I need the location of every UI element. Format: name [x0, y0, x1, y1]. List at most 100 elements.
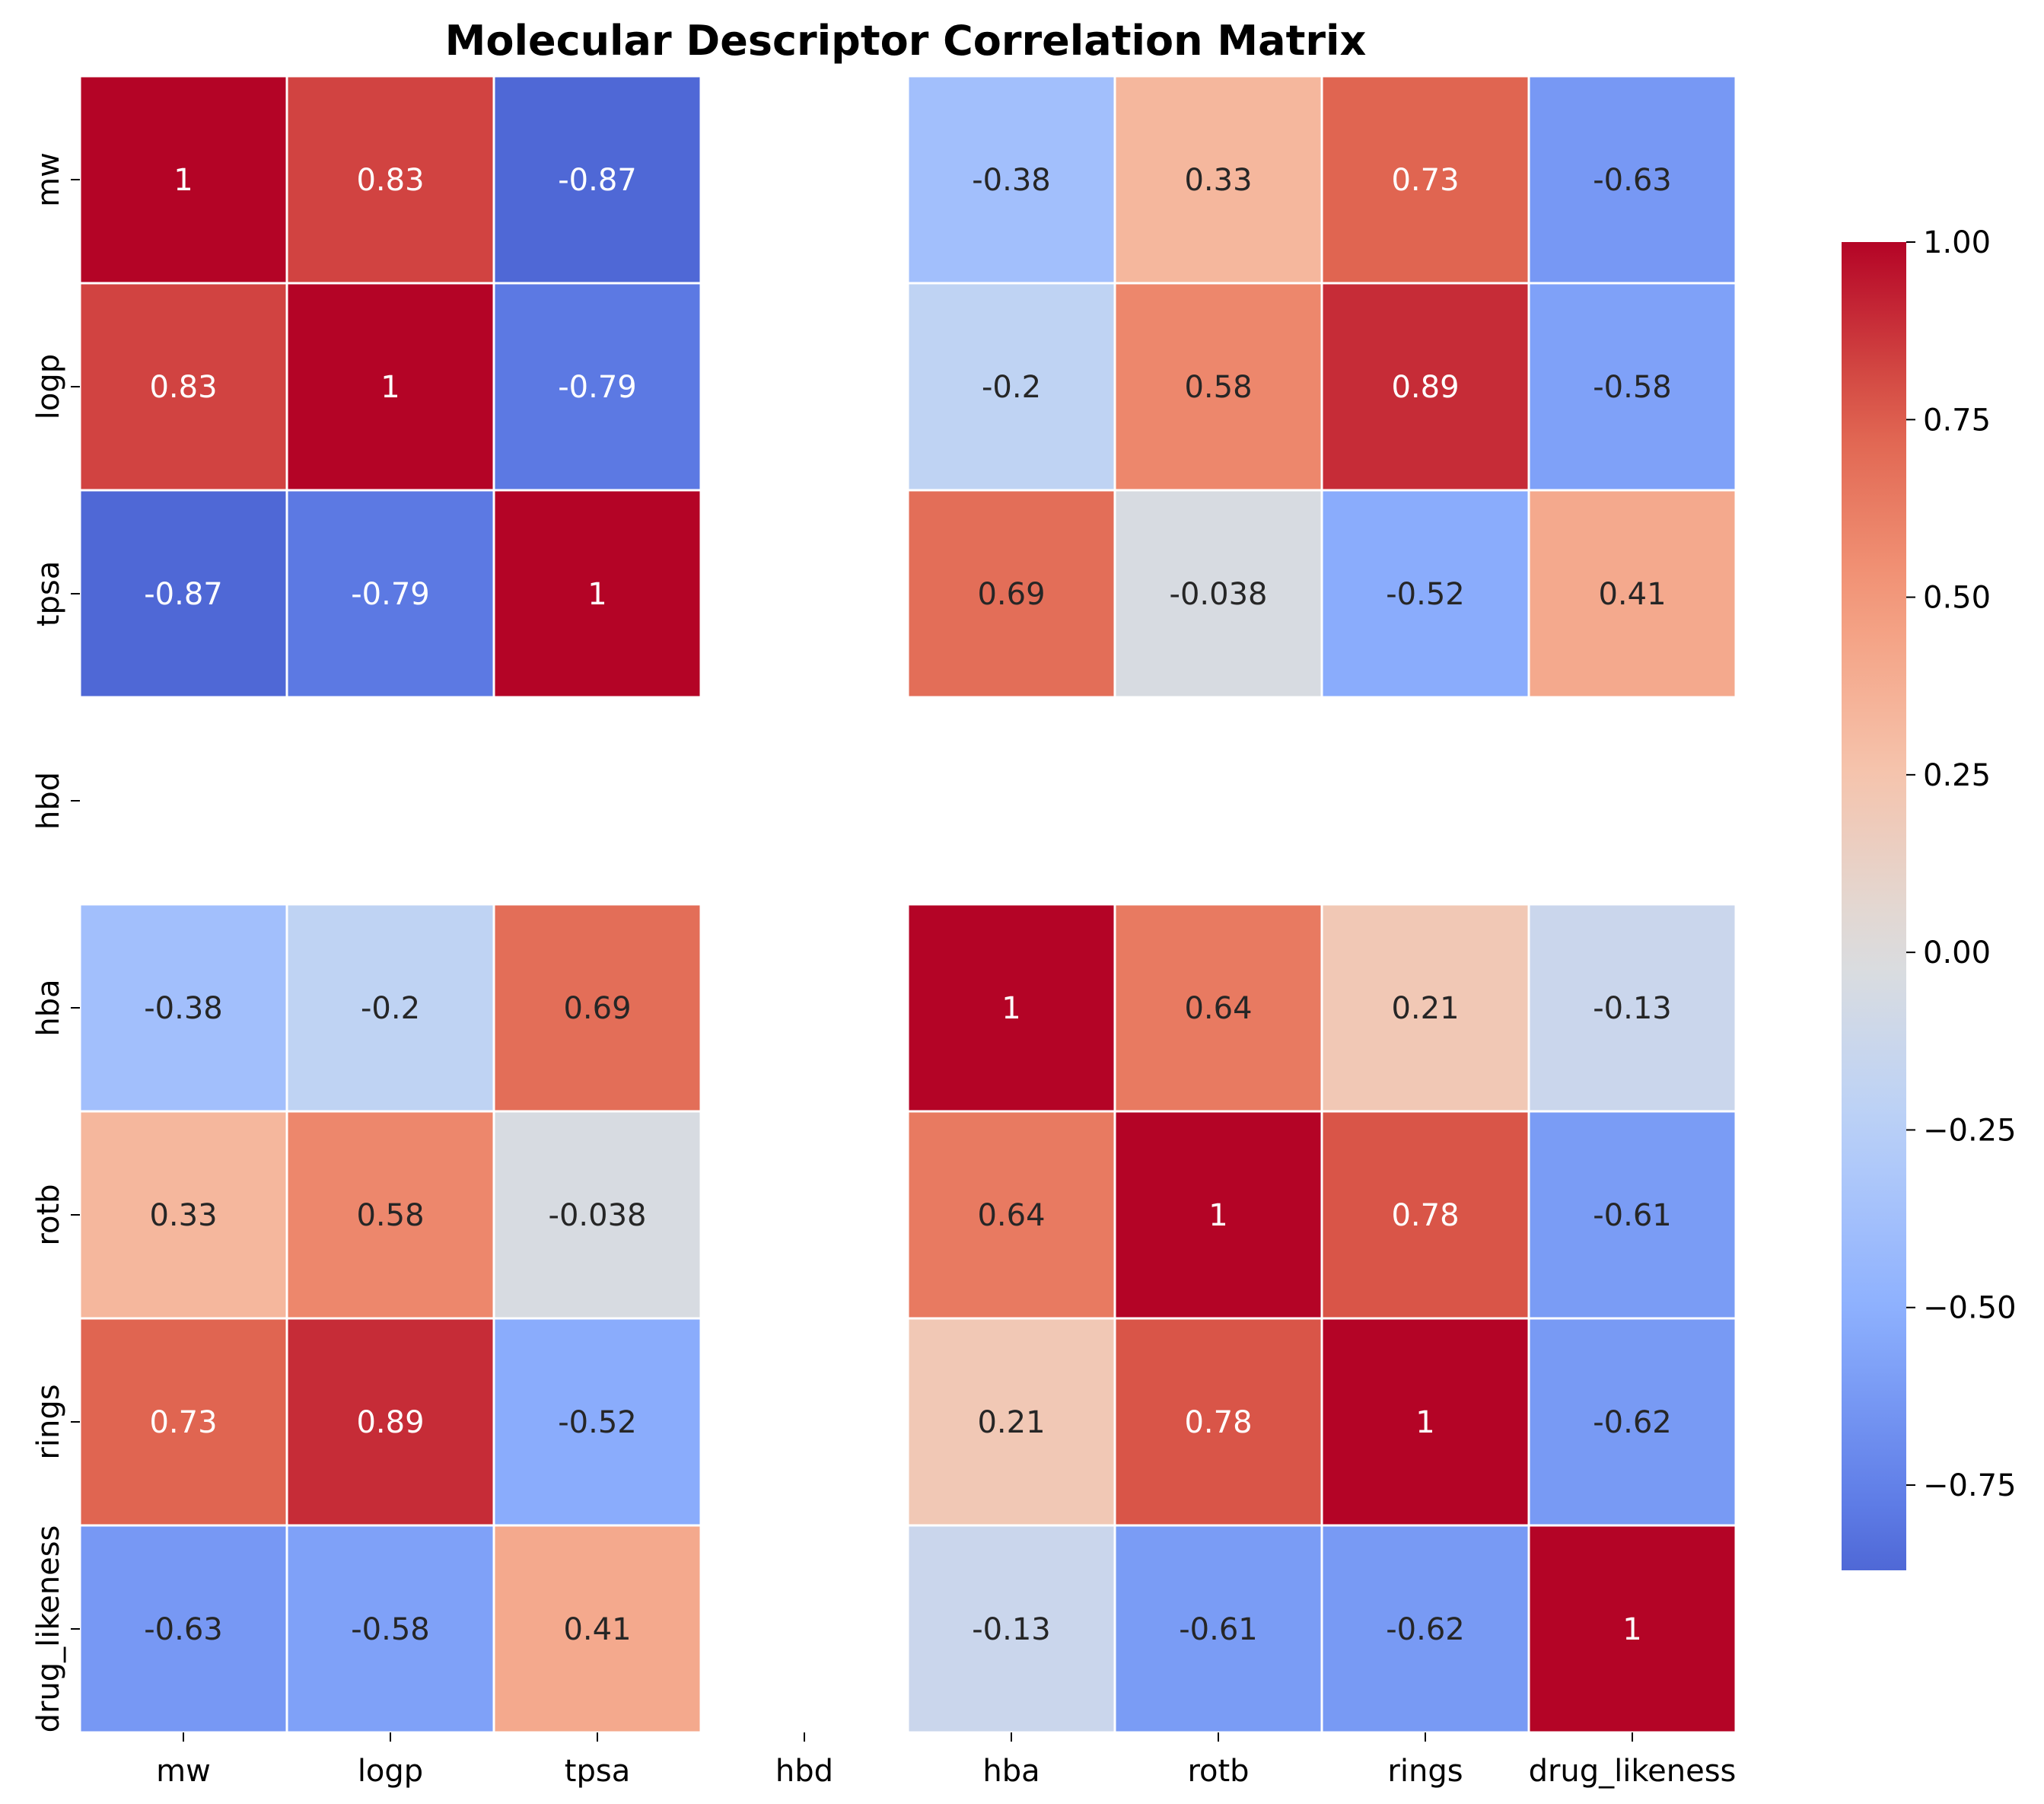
cell-value-label: 0.41 — [563, 1612, 631, 1647]
heatmap-cell — [1113, 1524, 1323, 1734]
heatmap-cell — [1113, 1110, 1323, 1320]
cell-value-label: 1 — [174, 163, 193, 198]
cell-value-label: -0.58 — [351, 1612, 430, 1647]
x-tick-label: tpsa — [565, 1754, 630, 1789]
heatmap-cell — [906, 1524, 1116, 1734]
heatmap-cell — [1527, 75, 1737, 285]
heatmap-cell — [492, 903, 702, 1113]
heatmap-cell — [1320, 1110, 1530, 1320]
cell-value-label: 0.73 — [1391, 163, 1459, 198]
heatmap-cell — [906, 903, 1116, 1113]
cell-value-label: 1 — [380, 370, 400, 405]
heatmap-cell — [1113, 282, 1323, 492]
cell-value-label: 0.69 — [977, 577, 1045, 612]
cell-value-label: -0.038 — [1170, 577, 1268, 612]
y-tick-label: tpsa — [31, 561, 66, 626]
cell-value-label: 0.41 — [1598, 577, 1666, 612]
y-tick-label: rotb — [31, 1184, 66, 1245]
cell-value-label: 0.69 — [563, 991, 631, 1026]
y-tick-label: hbd — [31, 772, 66, 830]
heatmap-cell — [906, 1317, 1116, 1527]
colorbar-tick-label: 0.25 — [1923, 758, 1991, 793]
heatmap-cell — [492, 489, 702, 699]
cell-value-label: 1 — [1001, 991, 1020, 1026]
cell-value-label: 0.83 — [356, 163, 424, 198]
cell-value-label: -0.13 — [1593, 991, 1672, 1026]
colorbar: 1.00 0.75 0.50 0.25 0.00 −0.25 −0.50 −0.75 — [1842, 225, 2017, 1570]
cell-value-label: 0.89 — [1391, 370, 1459, 405]
cell-value-label: -0.038 — [549, 1198, 647, 1233]
cell-value-label: -0.87 — [144, 577, 223, 612]
heatmap-cell — [1113, 489, 1323, 699]
cell-value-label: 1 — [1622, 1612, 1641, 1647]
heatmap-cell — [78, 75, 288, 285]
colorbar-tick-label: 0.00 — [1923, 935, 1991, 971]
heatmap-cell — [1113, 903, 1323, 1113]
heatmap-cell — [492, 1317, 702, 1527]
heatmap-cell — [906, 75, 1116, 285]
heatmap-cell — [492, 1110, 702, 1320]
colorbar-tick-label: −0.25 — [1923, 1113, 2017, 1148]
y-tick-label: drug_likeness — [31, 1525, 66, 1733]
cell-value-label: -0.62 — [1386, 1612, 1465, 1647]
x-tick-label: hba — [982, 1754, 1040, 1789]
heatmap-cell — [492, 282, 702, 492]
cell-value-label: -0.58 — [1593, 370, 1672, 405]
y-tick-label: logp — [31, 354, 66, 419]
x-tick-label: hbd — [775, 1754, 833, 1789]
cell-value-label: 1 — [587, 577, 607, 612]
heatmap-cell — [78, 1110, 288, 1320]
heatmap-cell — [1527, 1317, 1737, 1527]
cell-value-label: 0.78 — [1184, 1405, 1252, 1440]
cell-value-label: -0.62 — [1593, 1405, 1672, 1440]
y-tick-label: rings — [31, 1384, 66, 1459]
cell-value-label: -0.63 — [144, 1612, 223, 1647]
heatmap-cell — [1320, 489, 1530, 699]
x-tick-label: rings — [1387, 1754, 1463, 1789]
cell-value-label: -0.13 — [972, 1612, 1051, 1647]
heatmap-cell — [285, 282, 495, 492]
heatmap-cell — [78, 903, 288, 1113]
heatmap-cell — [1527, 1524, 1737, 1734]
cell-value-label: 0.58 — [1184, 370, 1252, 405]
heatmap-cell — [285, 1524, 495, 1734]
cell-value-label: -0.87 — [558, 163, 637, 198]
cell-value-label: 0.21 — [977, 1405, 1045, 1440]
x-tick-label: drug_likeness — [1529, 1754, 1737, 1789]
heatmap-cell — [285, 903, 495, 1113]
cell-value-label: 0.83 — [149, 370, 217, 405]
heatmap-cell — [1527, 903, 1737, 1113]
cell-value-label: 0.73 — [149, 1405, 217, 1440]
heatmap-cell — [1320, 282, 1530, 492]
cell-value-label: 0.58 — [356, 1198, 424, 1233]
heatmap-cell — [78, 489, 288, 699]
cell-value-label: -0.79 — [351, 577, 430, 612]
cell-value-label: 1 — [1208, 1198, 1227, 1233]
y-tick-label: mw — [31, 152, 66, 207]
cell-value-label: 0.33 — [149, 1198, 217, 1233]
cell-value-label: -0.52 — [558, 1405, 637, 1440]
heatmap-cell — [1527, 489, 1737, 699]
y-tick-label: hba — [31, 979, 66, 1036]
cell-value-label: 1 — [1415, 1405, 1434, 1440]
heatmap-annotations: 1 0.83 -0.87 -0.38 0.33 0.73 -0.63 0.83 1 -0.79 -0… — [144, 163, 1672, 1647]
colorbar-tick-label: −0.50 — [1923, 1291, 2017, 1326]
colorbar-tick-label: 1.00 — [1923, 225, 1991, 260]
colorbar-gradient — [1842, 242, 1906, 1570]
x-tick-label: rotb — [1187, 1754, 1249, 1789]
heatmap-axes: mw logp tpsa hbd hba rotb rings drug_likenessmw… — [31, 152, 1736, 1789]
cell-value-label: -0.61 — [1179, 1612, 1258, 1647]
cell-value-label: -0.2 — [361, 991, 420, 1026]
heatmap-cell — [492, 75, 702, 285]
heatmap-cell — [285, 75, 495, 285]
heatmap-cell — [78, 1317, 288, 1527]
colorbar-tick-label: 0.50 — [1923, 581, 1991, 616]
heatmap-cell — [78, 1524, 288, 1734]
cell-value-label: -0.38 — [972, 163, 1051, 198]
cell-value-label: -0.2 — [982, 370, 1041, 405]
cell-value-label: -0.52 — [1386, 577, 1465, 612]
heatmap-cell — [1527, 282, 1737, 492]
heatmap-cell — [1527, 1110, 1737, 1320]
cell-value-label: 0.33 — [1184, 163, 1252, 198]
